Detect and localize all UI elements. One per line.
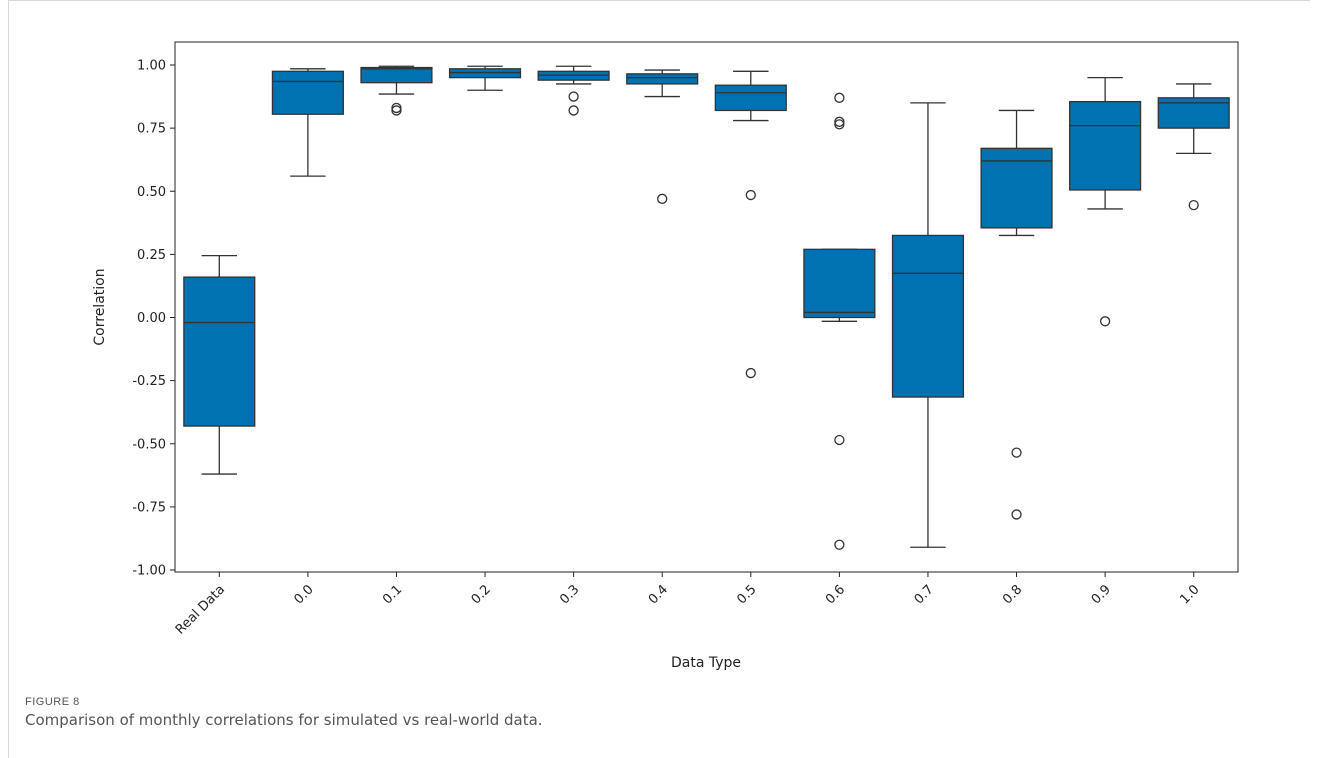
box-group	[1069, 76, 1142, 327]
outlier-point	[391, 102, 402, 114]
y-tick-label: -0.75	[132, 500, 166, 515]
box-iqr	[1069, 100, 1142, 191]
box-group	[626, 69, 699, 204]
x-tick-label: 0.5	[734, 582, 759, 607]
y-tick-label: -1.00	[132, 564, 166, 579]
outlier-point	[834, 434, 845, 446]
outlier-point	[1011, 447, 1022, 458]
x-tick-label: 0.8	[1000, 582, 1025, 607]
figure-label: FIGURE 8	[25, 696, 80, 708]
boxes-layer	[183, 65, 1230, 550]
box-iqr	[183, 276, 256, 427]
box-iqr	[980, 147, 1053, 229]
outlier-point	[745, 367, 756, 379]
y-tick-label: 1.00	[137, 59, 166, 74]
box-group	[891, 102, 965, 548]
box-iqr	[271, 70, 344, 115]
box-group	[448, 65, 522, 91]
y-axis: -1.00 -0.75 -0.50 -0.25 0.00 0.25 0.50 0.75 1.00	[132, 59, 175, 579]
box-group	[271, 68, 344, 177]
outlier-point	[834, 119, 845, 130]
box-group	[1157, 83, 1230, 211]
x-tick-label: 0.0	[291, 582, 316, 607]
x-tick-label: 0.1	[380, 582, 405, 607]
outlier-point	[1011, 509, 1022, 520]
x-axis-title: Data Type	[671, 655, 741, 671]
box-group	[803, 92, 876, 550]
x-tick-label: 0.2	[469, 582, 494, 607]
box-group	[537, 65, 610, 116]
x-tick-label: 0.6	[823, 582, 848, 607]
box-iqr	[891, 234, 965, 398]
x-tick-label: 1.0	[1177, 582, 1202, 607]
outlier-point	[834, 92, 845, 103]
x-tick-label: 0.9	[1089, 582, 1114, 607]
figure-caption-text: Comparison of monthly correlations for s…	[25, 711, 543, 729]
box-group	[183, 254, 256, 475]
x-tick-label: 0.7	[912, 582, 937, 607]
y-tick-label: 0.00	[137, 311, 166, 326]
outlier-point	[1099, 316, 1111, 327]
y-tick-label: 0.25	[137, 248, 166, 263]
outlier-point	[391, 105, 402, 116]
x-axis: Real Data 0.0 0.1 0.2 0.3 0.4 0.5 0.6 0.7 0.8 0.9 1…	[173, 572, 1203, 638]
y-tick-label: 0.75	[137, 122, 166, 137]
box-group	[980, 109, 1053, 520]
x-tick-label: Real Data	[173, 582, 228, 637]
outlier-point	[834, 116, 845, 127]
y-axis-title: Correlation	[92, 268, 108, 345]
y-tick-label: 0.50	[137, 185, 166, 200]
box-group	[360, 65, 433, 116]
box-iqr	[360, 66, 433, 84]
box-iqr	[626, 73, 699, 85]
box-plot-chart: -1.00-0.75-0.50-0.250.000.250.500.751.00…	[92, 41, 1239, 671]
outlier-point	[568, 91, 579, 102]
x-tick-label: 0.3	[557, 582, 582, 607]
outlier-point	[1188, 199, 1199, 211]
y-tick-label: -0.50	[132, 437, 166, 452]
box-iqr	[803, 248, 876, 319]
figure-frame	[8, 0, 1310, 758]
box-iqr	[714, 84, 787, 112]
outlier-point	[568, 105, 579, 116]
figure-caption: FIGURE 8 Comparison of monthly correlati…	[25, 696, 543, 729]
box-group	[714, 70, 787, 379]
x-tick-label: 0.4	[646, 582, 671, 607]
y-tick-label: -0.25	[132, 374, 166, 389]
outlier-point	[745, 189, 756, 201]
outlier-point	[657, 193, 668, 204]
outlier-point	[834, 539, 845, 550]
plot-area-border	[174, 41, 1239, 573]
